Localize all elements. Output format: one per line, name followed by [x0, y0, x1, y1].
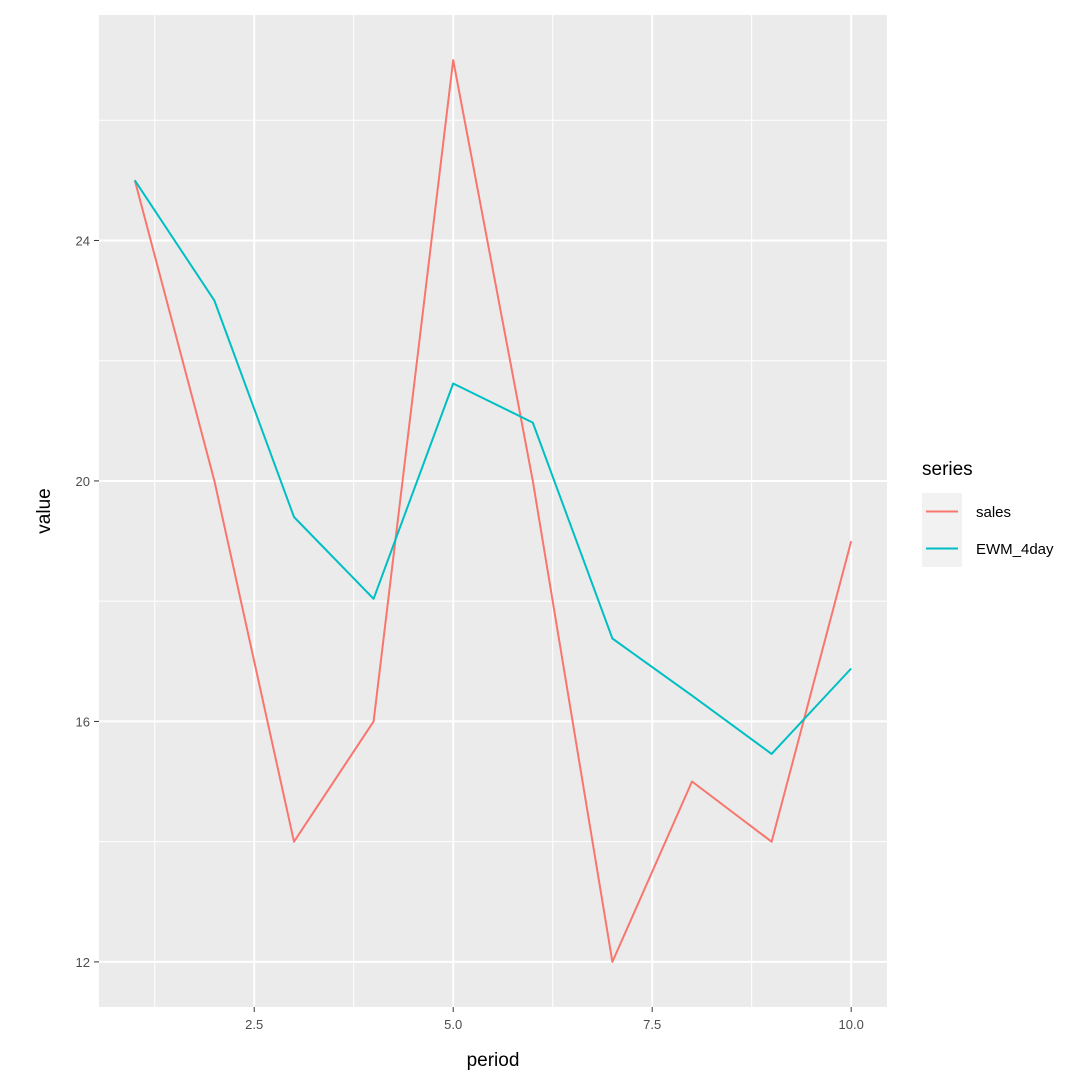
- y-tick-label: 12: [76, 955, 90, 970]
- legend-title: series: [922, 459, 973, 480]
- x-axis-ticks: 2.5 5.0 7.5 10.0: [245, 1007, 864, 1032]
- x-tick-label: 7.5: [643, 1017, 661, 1032]
- x-axis-title: period: [467, 1050, 520, 1071]
- legend: series sales EWM_4day: [922, 459, 1054, 567]
- legend-items: sales EWM_4day: [922, 493, 1054, 567]
- y-axis-ticks: 12 16 20 24: [76, 233, 99, 970]
- x-tick-label: 10.0: [839, 1017, 864, 1032]
- minor-gridlines: [99, 15, 887, 1007]
- legend-label: EWM_4day: [976, 541, 1054, 558]
- series-line-sales: [133, 59, 853, 963]
- x-tick-label: 5.0: [444, 1017, 462, 1032]
- series-line-EWM_4day: [133, 179, 852, 755]
- x-tick-label: 2.5: [245, 1017, 263, 1032]
- major-gridlines: [99, 15, 887, 1007]
- legend-item-EWM_4day: EWM_4day: [922, 530, 1054, 567]
- legend-item-sales: sales: [922, 493, 1011, 530]
- y-tick-label: 24: [76, 233, 90, 248]
- plot-panel: [99, 15, 887, 1007]
- y-tick-label: 20: [76, 474, 90, 489]
- y-tick-label: 16: [76, 714, 90, 729]
- series-lines: [133, 59, 853, 963]
- legend-label: sales: [976, 504, 1011, 521]
- y-axis-title: value: [34, 488, 55, 533]
